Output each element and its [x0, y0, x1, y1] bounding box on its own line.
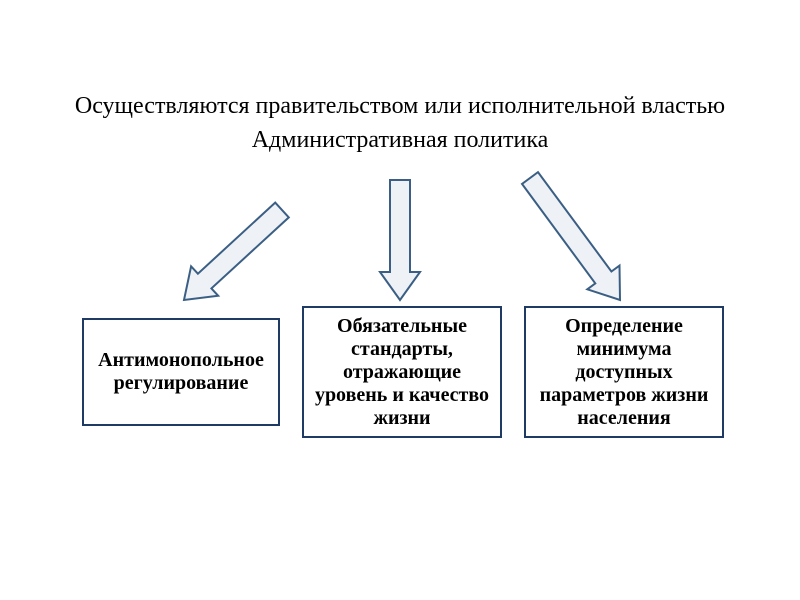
box-minimum: Определение минимума доступных параметро…: [524, 306, 724, 438]
box-antimonopoly-text: Антимонопольное регулирование: [92, 349, 270, 395]
arrow-mid: [380, 180, 420, 300]
box-antimonopoly: Антимонопольное регулирование: [82, 318, 280, 426]
box-standards-text: Обязательные стандарты, отражающие урове…: [312, 315, 492, 430]
box-standards: Обязательные стандарты, отражающие урове…: [302, 306, 502, 438]
title-line-2: Административная политика: [0, 124, 800, 158]
arrow-left: [184, 203, 289, 300]
box-minimum-text: Определение минимума доступных параметро…: [534, 315, 714, 430]
arrow-right: [522, 172, 620, 300]
title-line-1: Осуществляются правительством или исполн…: [0, 90, 800, 124]
title-block: Осуществляются правительством или исполн…: [0, 90, 800, 157]
